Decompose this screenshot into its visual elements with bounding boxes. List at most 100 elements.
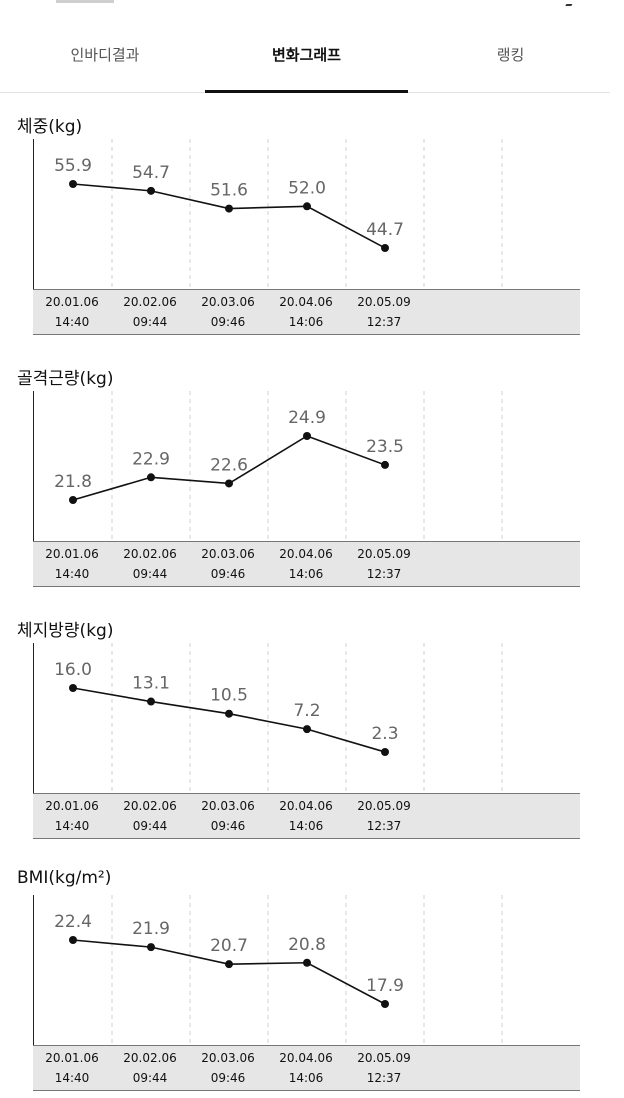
date-label: 20.01.06 14:40 (33, 794, 111, 838)
time-text: 12:37 (366, 315, 402, 329)
data-label: 21.8 (54, 472, 92, 492)
data-point (147, 697, 155, 706)
weight-chart: 55.9 54.7 51.6 52.0 44.7 (33, 139, 581, 289)
date-text: 20.05.09 (357, 799, 411, 813)
data-point (225, 204, 233, 213)
time-text: 14:40 (54, 819, 90, 833)
time-text: 14:40 (54, 1071, 90, 1085)
date-text: 20.01.06 (45, 547, 99, 561)
data-label: 20.8 (288, 935, 326, 955)
date-text: 20.04.06 (279, 547, 333, 561)
data-label: 7.2 (293, 701, 320, 721)
muscle-section: 골격근량(kg) 21.8 22.9 22.6 24.9 23.5 20.01.06 14… (0, 364, 624, 594)
status-edge (0, 0, 624, 6)
date-label: 20.02.06 09:44 (111, 794, 189, 838)
date-label: 20.05.09 12:37 (345, 1046, 423, 1090)
data-label: 23.5 (366, 437, 404, 457)
date-label: 20.01.06 14:40 (33, 1046, 111, 1090)
time-text: 14:06 (288, 819, 324, 833)
bmi-chart: 22.4 21.9 20.7 20.8 17.9 (33, 895, 581, 1045)
date-text: 20.03.06 (201, 799, 255, 813)
section-title: 체중(kg) (17, 117, 83, 137)
date-label: 20.03.06 09:46 (189, 1046, 267, 1090)
date-text: 20.02.06 (123, 799, 177, 813)
data-point (69, 496, 77, 504)
date-label: 20.04.06 14:06 (267, 542, 345, 586)
data-label: 13.1 (132, 674, 170, 694)
section-title: 체지방량(kg) (17, 621, 114, 641)
date-label: 20.03.06 09:46 (189, 290, 267, 334)
data-label: 17.9 (366, 976, 404, 996)
data-point (147, 943, 155, 952)
time-text: 09:44 (132, 567, 168, 581)
date-text: 20.04.06 (279, 1051, 333, 1065)
tab-ranking[interactable]: 랭킹 (496, 46, 525, 64)
date-text: 20.05.09 (357, 1051, 411, 1065)
date-label: 20.04.06 14:06 (267, 794, 345, 838)
time-text: 09:44 (132, 315, 168, 329)
time-text: 14:06 (288, 567, 324, 581)
date-label: 20.02.06 09:44 (111, 542, 189, 586)
data-point (303, 725, 311, 734)
data-point (225, 709, 233, 718)
muscle-chart: 21.8 22.9 22.6 24.9 23.5 (33, 391, 581, 541)
data-label: 44.7 (366, 220, 404, 240)
date-text: 20.05.09 (357, 547, 411, 561)
data-point (381, 748, 389, 756)
time-text: 09:46 (210, 567, 246, 581)
data-point (69, 936, 77, 944)
data-label: 21.9 (132, 919, 170, 939)
time-text: 14:06 (288, 1071, 324, 1085)
time-text: 09:46 (210, 315, 246, 329)
body-fat-section: 체지방량(kg) 16.0 13.1 10.5 7.2 2.3 20.01.06 14:4… (0, 616, 624, 846)
time-text: 09:44 (132, 1071, 168, 1085)
date-text: 20.03.06 (201, 547, 255, 561)
date-label: 20.03.06 09:46 (189, 794, 267, 838)
date-label: 20.01.06 14:40 (33, 290, 111, 334)
data-label: 54.7 (132, 163, 170, 183)
date-text: 20.05.09 (357, 295, 411, 309)
data-label: 10.5 (210, 686, 248, 706)
data-point (381, 460, 389, 469)
data-label: 16.0 (54, 660, 92, 680)
data-label: 51.6 (210, 181, 248, 201)
tab-change-graph[interactable]: 변화그래프 (205, 18, 408, 93)
date-axis: 20.01.06 14:40 20.02.06 09:44 20.03.06 09:46 2… (33, 289, 580, 335)
date-label: 20.01.06 14:40 (33, 542, 111, 586)
time-text: 14:06 (288, 315, 324, 329)
time-text: 12:37 (366, 1071, 402, 1085)
data-label: 22.4 (54, 912, 92, 932)
time-text: 12:37 (366, 819, 402, 833)
data-point (69, 180, 77, 188)
data-point (69, 684, 77, 692)
data-point (381, 244, 389, 252)
data-point (225, 960, 233, 969)
tab-inbody-result[interactable]: 인바디결과 (70, 46, 140, 64)
data-point (381, 1000, 389, 1008)
date-text: 20.01.06 (45, 1051, 99, 1065)
data-label: 22.9 (132, 449, 170, 469)
data-point (147, 186, 155, 195)
tab-bar: 인바디결과 변화그래프 랭킹 (0, 18, 610, 93)
data-label: 52.0 (288, 178, 326, 198)
date-label: 20.05.09 12:37 (345, 542, 423, 586)
data-point (225, 479, 233, 488)
time-text: 12:37 (366, 567, 402, 581)
data-point (147, 473, 155, 482)
date-label: 20.02.06 09:44 (111, 1046, 189, 1090)
date-label: 20.03.06 09:46 (189, 542, 267, 586)
date-axis: 20.01.06 14:40 20.02.06 09:44 20.03.06 09:46 2… (33, 793, 580, 839)
time-text: 09:46 (210, 819, 246, 833)
date-text: 20.02.06 (123, 547, 177, 561)
data-label: 20.7 (210, 936, 248, 956)
data-point (303, 432, 311, 440)
date-label: 20.04.06 14:06 (267, 290, 345, 334)
time-text: 14:40 (54, 567, 90, 581)
date-text: 20.04.06 (279, 295, 333, 309)
bmi-section: BMI(kg/m²) 22.4 21.9 20.7 20.8 17.9 20.01.06… (0, 868, 624, 1098)
section-title: 골격근량(kg) (17, 369, 114, 389)
date-text: 20.02.06 (123, 1051, 177, 1065)
date-label: 20.05.09 12:37 (345, 794, 423, 838)
data-label: 22.6 (210, 455, 248, 475)
data-point (303, 202, 311, 211)
